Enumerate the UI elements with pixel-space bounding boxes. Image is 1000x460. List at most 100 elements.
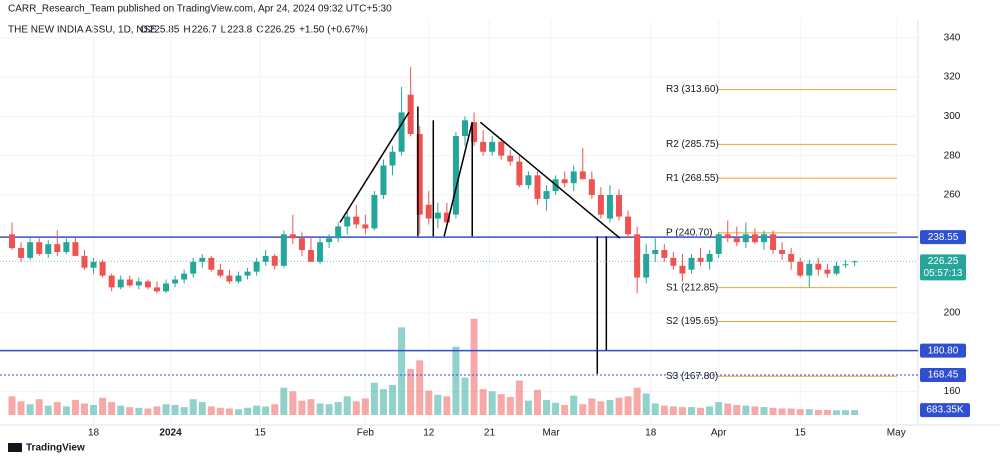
volume-bar (99, 397, 107, 415)
candle-body (208, 257, 215, 270)
volume-bar (588, 398, 596, 415)
volume-bar (71, 399, 79, 415)
candle-body (126, 279, 133, 286)
volume-bar (823, 409, 831, 415)
pivot-label: R1 (268.55) (666, 173, 719, 184)
candle-body (661, 250, 668, 258)
volume-bar (153, 406, 161, 415)
candle-body (670, 257, 677, 266)
y-tick-label: 340 (944, 32, 961, 43)
trendline (339, 112, 410, 223)
candle-body (163, 283, 170, 292)
volume-bar (533, 389, 541, 415)
volume-bar (805, 409, 813, 415)
candle-body (371, 194, 378, 229)
brand: TradingView (26, 443, 85, 454)
ohlc-value: 226.7 (192, 25, 217, 36)
volume-bar (189, 399, 197, 415)
volume-bar (425, 390, 433, 415)
volume-bar (17, 401, 25, 415)
volume-bar (796, 409, 804, 415)
volume-bar (769, 407, 777, 415)
volume-label: 683.35K (926, 405, 964, 416)
candle-body (625, 216, 632, 235)
volume-bar (389, 384, 397, 415)
volume-bar (307, 399, 315, 415)
tradingview-logo: TradingView (8, 443, 85, 454)
volume-bar (615, 397, 623, 415)
candle-body (407, 94, 414, 135)
x-tick-label: 12 (423, 428, 435, 439)
volume-bar (44, 405, 52, 415)
volume-bar (597, 401, 605, 415)
x-tick-label: 15 (255, 428, 267, 439)
volume-bar (452, 346, 460, 415)
candle-body (742, 234, 749, 243)
candle-body (760, 234, 767, 243)
symbol: THE NEW INDIA ASSU, 1D, NSE (8, 25, 157, 36)
pivot-label: S3 (167.80) (666, 371, 718, 382)
candle-body (851, 261, 858, 263)
candle-body (235, 275, 242, 282)
y-tick-label: 280 (944, 150, 961, 161)
volume-bar (180, 407, 188, 415)
candle-body (108, 275, 115, 288)
candle-body (226, 275, 233, 282)
candle-body (815, 263, 822, 270)
volume-bar (688, 407, 695, 415)
volume-bar (316, 403, 324, 415)
y-tick-label: 320 (944, 72, 961, 83)
price-box (920, 343, 966, 358)
volume-bar (579, 404, 587, 415)
volume-bar (470, 318, 478, 415)
volume-bar (633, 387, 641, 415)
candle-body (471, 122, 478, 142)
volume-bar (660, 405, 668, 415)
ohlc-key: O (140, 25, 148, 36)
candle-body (652, 250, 659, 254)
volume-bar (479, 389, 487, 415)
candle-body (45, 244, 52, 254)
candle-body (307, 250, 314, 262)
candle-body (289, 234, 296, 239)
volume-bar (570, 395, 578, 415)
volume-bar (832, 410, 840, 415)
candle-body (715, 234, 722, 254)
countdown: 05:57:13 (924, 268, 963, 279)
candle-body (824, 269, 831, 274)
ohlc-key: H (183, 25, 190, 36)
candle-body (18, 248, 25, 258)
price-box-label: 168.45 (928, 370, 959, 381)
volume-bar (271, 404, 279, 415)
volume-bar (26, 404, 34, 415)
volume-bar (90, 404, 98, 415)
volume-bar (760, 407, 768, 415)
x-tick-label: Apr (711, 428, 727, 439)
candle-body (724, 234, 731, 239)
pivot-label: P (240.70) (666, 228, 713, 239)
volume-bar (606, 399, 614, 415)
volume-bar (506, 397, 514, 415)
candle-body (588, 179, 595, 195)
x-tick-label: Feb (357, 428, 375, 439)
y-tick-label: 260 (944, 190, 961, 201)
candle-body (634, 234, 641, 278)
x-tick-label: 18 (88, 428, 100, 439)
y-tick-label: 160 (944, 386, 961, 397)
candle-body (579, 171, 586, 180)
volume-bar (443, 396, 451, 415)
volume-bar (280, 387, 288, 415)
candle-body (335, 226, 342, 239)
candle-body (697, 257, 704, 262)
volume-bar (298, 400, 306, 415)
x-tick-label: 18 (645, 428, 657, 439)
candle-body (643, 253, 650, 278)
candle-body (36, 242, 43, 254)
candle-body (217, 269, 224, 276)
candle-body (452, 135, 459, 215)
candle-body (172, 279, 179, 284)
candle-body (344, 216, 351, 227)
volume-bar (235, 409, 242, 415)
trendline (443, 122, 473, 237)
candle-body (679, 265, 686, 274)
